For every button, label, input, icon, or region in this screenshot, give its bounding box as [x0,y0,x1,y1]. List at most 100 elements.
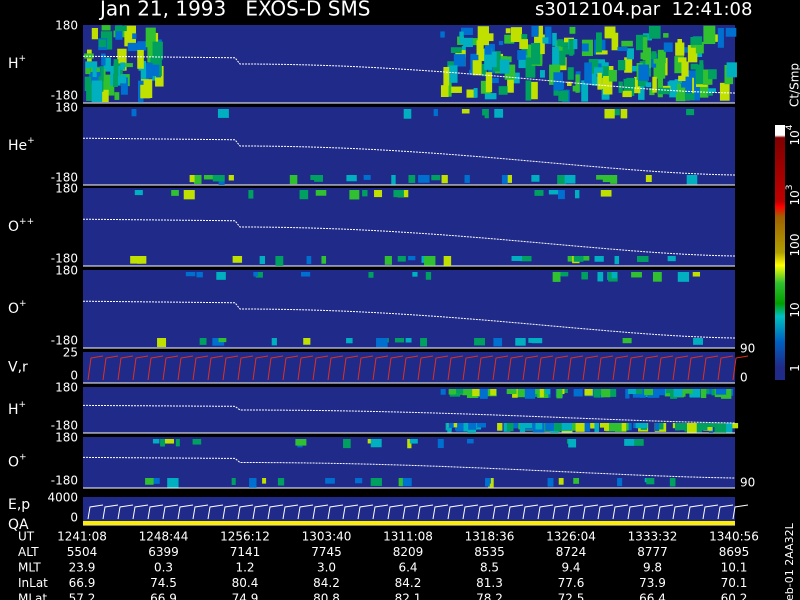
patch [518,51,526,69]
patch [137,256,147,264]
patch [192,439,202,445]
patch [581,43,589,52]
patch [120,62,126,70]
patch [689,389,701,398]
axis-label: 25 [63,346,78,360]
patch [687,423,697,433]
patch [534,190,544,196]
patch [690,63,698,70]
patch [560,41,572,47]
patch [409,439,418,444]
patch [624,57,633,73]
patch [511,256,523,261]
colorbar-label-base: 10 [788,190,800,205]
patch [114,92,120,100]
patch [476,40,484,55]
patch [631,272,642,278]
patch [477,389,482,398]
patch [568,439,577,448]
cell: 3.0 [317,561,336,575]
patch [646,478,655,485]
cell: 72.5 [558,592,585,600]
patch [719,82,730,101]
patch [343,439,351,449]
patch [494,109,504,118]
patch [420,338,427,347]
patch [501,175,508,184]
patch [642,37,648,57]
patch [557,175,566,185]
patch [677,272,690,282]
patch [548,190,561,195]
panel-label-sup: + [19,299,27,309]
cell: 1333:32 [628,530,678,544]
patch [693,338,703,345]
cell: 8777 [637,545,668,559]
patch [728,423,739,429]
patch [472,389,480,397]
axis-label: 180 [55,381,78,395]
patch [504,34,515,44]
patch [486,33,494,42]
patch [715,389,727,395]
patch [157,338,167,347]
patch [681,61,689,84]
cell: 57.2 [69,592,96,600]
patch [117,48,127,71]
patch [461,109,470,114]
patch [604,26,616,39]
patch [289,175,298,185]
cell: 23.9 [69,561,96,575]
patch [529,81,538,100]
patch [581,80,589,102]
patch [259,256,266,265]
patch [553,81,565,89]
patch [524,423,533,428]
patch [593,389,600,398]
patch [706,423,718,428]
patch [562,46,575,55]
patch [425,272,432,280]
patch [119,74,127,84]
cell: 70.1 [721,576,748,590]
patch [555,40,564,58]
patch [557,39,564,47]
patch [567,67,574,80]
patch [325,478,335,484]
patch [611,32,619,51]
panel-label-base: H [8,56,19,72]
patch [498,86,508,95]
panel-label-base: E,p [8,497,30,513]
patch [398,478,403,487]
patch [569,39,574,56]
cell: 1340:56 [709,530,759,544]
cell: 8.5 [480,561,499,575]
panel-label-base: He [8,138,27,154]
patch [617,59,626,71]
patch [484,45,492,55]
panel-label-sup: + [19,452,27,462]
colorbar-label-base: 1 [788,364,800,372]
axis-label: 180 [55,182,78,196]
patch [506,389,517,395]
right-axis-label: 90 [740,342,755,356]
patch [638,85,645,100]
patch [271,338,277,346]
panel-label: QA [8,517,29,533]
patch [84,76,94,92]
patch [193,175,202,184]
patch [134,190,143,196]
patch [624,439,635,446]
patch [440,389,446,395]
patch [212,338,225,346]
patch [673,389,683,397]
patch [519,39,528,49]
patch [663,42,673,52]
patch [638,64,649,81]
cell: 9.8 [643,561,662,575]
patch [408,175,416,183]
patch [160,439,166,447]
trend [82,218,736,257]
patch [621,40,633,47]
